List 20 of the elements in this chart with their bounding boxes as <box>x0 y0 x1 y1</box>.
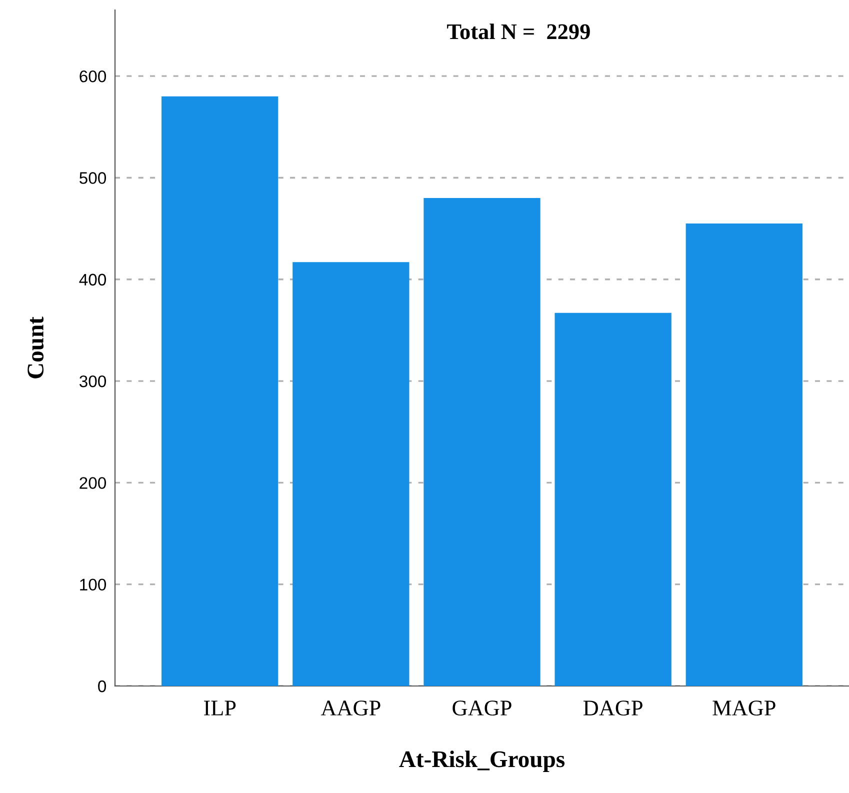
x-tick-label: MAGP <box>712 700 776 716</box>
x-axis-title: At-Risk_Groups <box>399 750 565 772</box>
y-tick-label: 300 <box>79 375 106 388</box>
x-tick-label: ILP <box>204 700 236 716</box>
y-axis-title: Count <box>28 316 44 378</box>
x-tick-label: GAGP <box>452 700 512 716</box>
bar <box>292 262 410 686</box>
bar <box>424 198 540 686</box>
x-tick-label: AAGP <box>320 700 380 716</box>
y-tick-label: 600 <box>80 70 106 82</box>
y-tick-label: 500 <box>80 172 106 184</box>
annotation: Total N = 2299 <box>447 24 590 40</box>
bar <box>554 312 672 686</box>
x-tick-label: DAGP <box>583 700 642 716</box>
bar <box>686 223 802 686</box>
bar <box>162 96 278 686</box>
y-tick-label: 0 <box>98 680 106 692</box>
y-tick-label: 100 <box>80 578 106 591</box>
y-tick-label: 400 <box>79 274 106 286</box>
y-tick-label: 200 <box>80 477 106 489</box>
